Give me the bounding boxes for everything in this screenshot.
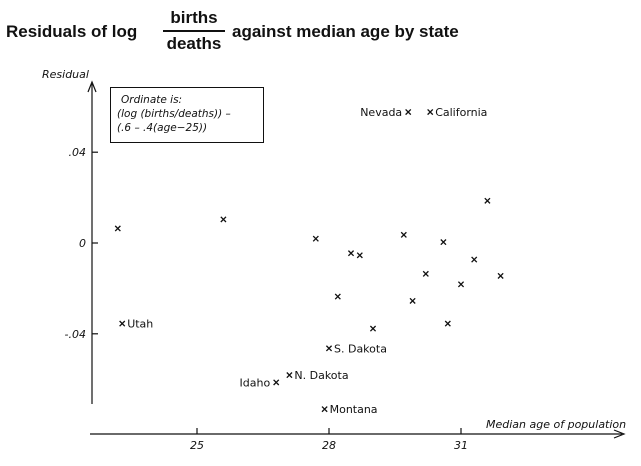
x-tick-label: 31	[454, 439, 468, 452]
title-numerator: births	[170, 8, 218, 27]
data-point-label: S. Dakota	[334, 342, 387, 355]
note-line: (log (births/deaths)) –	[117, 108, 231, 120]
data-point-marker	[369, 325, 377, 332]
data-point-label: N. Dakota	[294, 369, 348, 382]
data-point-marker	[405, 108, 412, 116]
title-fraction: births deaths	[163, 8, 225, 54]
title-prefix: Residuals of log	[6, 22, 138, 41]
data-point-marker	[334, 293, 341, 300]
data-point-marker	[347, 250, 355, 257]
data-point-marker	[400, 231, 407, 238]
y-tick-label: .04	[69, 146, 87, 159]
data-point-marker	[422, 270, 429, 277]
data-point-label: Nevada	[360, 106, 402, 119]
note-line: (.6 – .4(age−25))	[117, 122, 208, 134]
data-point-marker	[457, 281, 465, 288]
note-line: Ordinate is:	[121, 94, 183, 106]
data-point-marker	[497, 272, 504, 279]
y-axis-arrow	[87, 80, 97, 93]
data-point-marker	[119, 320, 126, 327]
x-axis-label: Median age of population	[486, 418, 626, 431]
data-point-marker	[286, 372, 293, 379]
data-point-marker	[471, 256, 478, 263]
x-tick-label: 25	[190, 439, 204, 452]
data-point-marker	[444, 320, 451, 327]
data-point-label: California	[435, 106, 487, 119]
data-point-marker	[220, 216, 227, 223]
chart-title: Residuals of log births deaths against m…	[6, 8, 638, 62]
title-suffix: against median age by state	[232, 22, 459, 41]
data-point-label: Montana	[330, 403, 378, 416]
data-point-marker	[321, 406, 328, 413]
data-point-marker	[427, 108, 434, 116]
data-point-marker	[312, 235, 319, 242]
fraction-bar	[163, 30, 225, 32]
data-point-marker	[356, 252, 363, 259]
data-point-marker	[440, 239, 447, 246]
x-axis-arrow	[613, 429, 626, 439]
y-axis-label: Residual	[42, 68, 89, 81]
data-point-marker	[484, 197, 491, 204]
data-point-marker	[273, 379, 280, 386]
data-point-label: Utah	[127, 318, 153, 331]
x-tick-label: 28	[322, 439, 336, 452]
data-point-label: Idaho	[240, 376, 271, 389]
y-tick-label: 0	[79, 237, 86, 250]
data-point-marker	[325, 345, 333, 352]
ordinate-note-box: Ordinate is: (log (births/deaths)) – (.6…	[110, 87, 264, 143]
data-point-marker	[114, 225, 121, 232]
y-tick-label: -.04	[65, 328, 86, 341]
data-point-marker	[409, 297, 416, 304]
title-denominator: deaths	[166, 34, 222, 53]
